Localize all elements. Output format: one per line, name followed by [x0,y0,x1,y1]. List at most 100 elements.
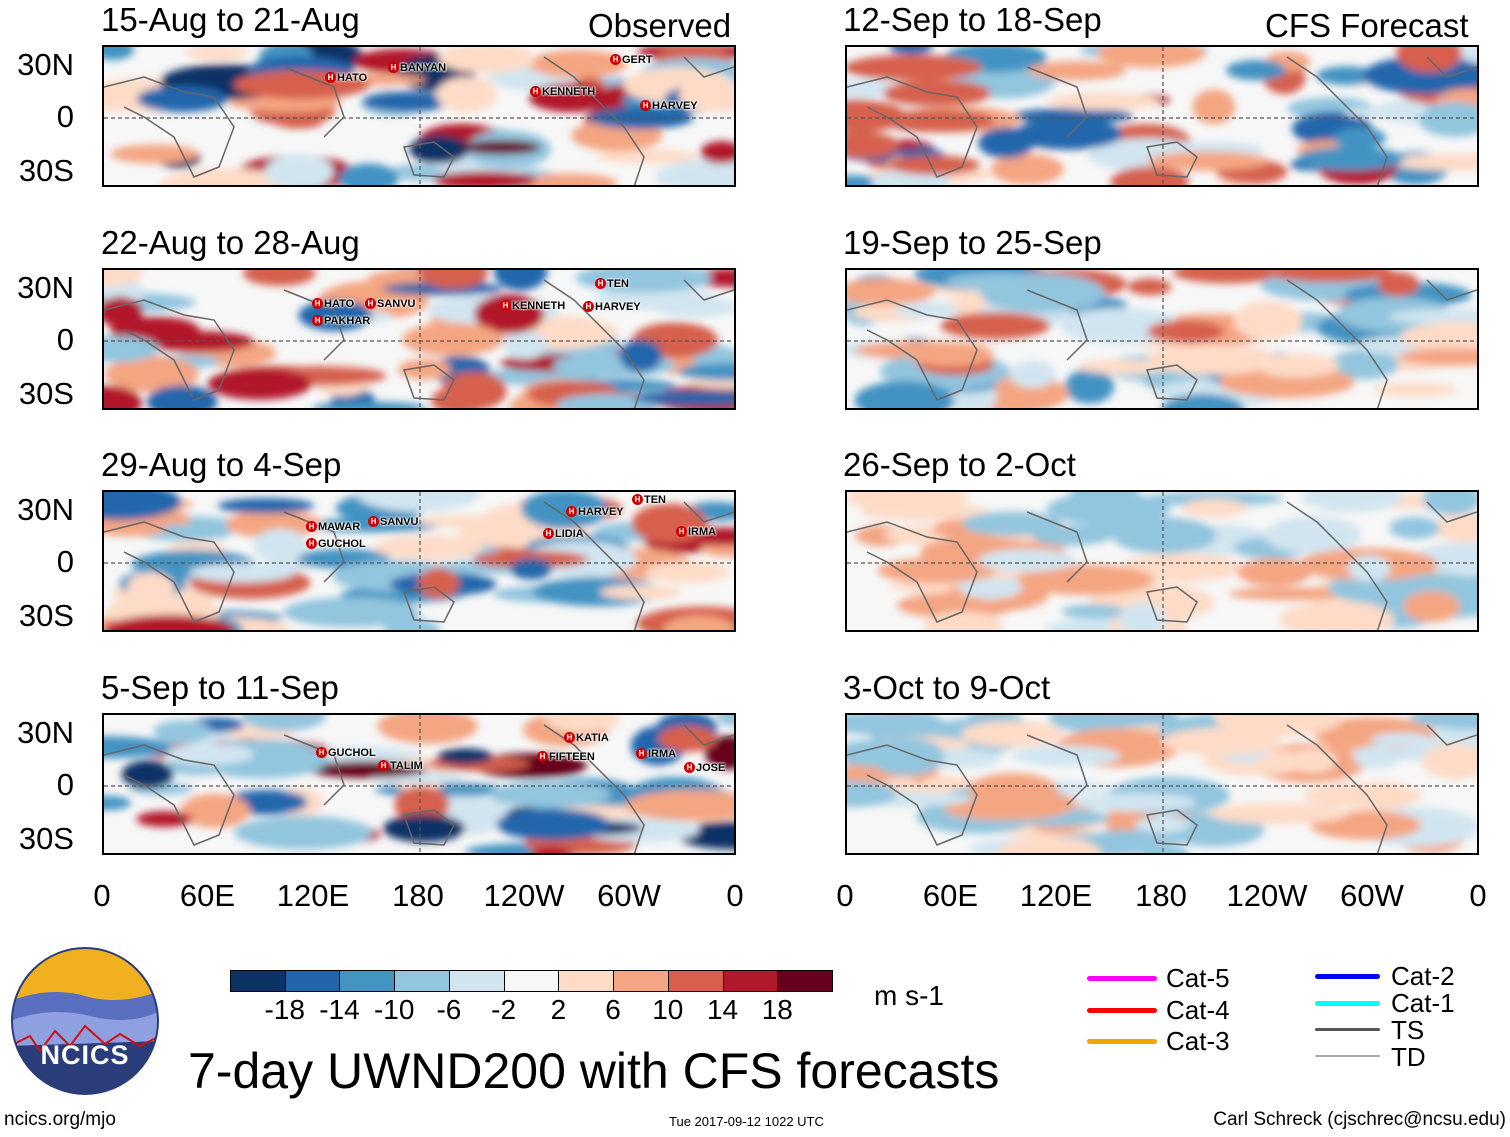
wind-anomaly-blob [1352,745,1401,769]
wind-anomaly-blob [1027,60,1127,81]
y-tick-label: 30S [18,821,74,856]
colorbar-tick-label: -10 [373,994,415,1025]
wind-anomaly-blob [1147,320,1225,344]
wind-anomaly-blob [531,846,572,853]
wind-anomaly-blob [1389,153,1477,171]
wind-anomaly-blob [144,331,255,353]
storm-label: H MAWAR [306,521,360,533]
wind-anomaly-blob [854,380,955,408]
colorbar-tick-label: 2 [550,994,567,1025]
wind-anomaly-blob [1403,590,1461,623]
wind-anomaly-blob [980,273,1106,313]
wind-anomaly-blob [889,155,981,176]
wind-anomaly-blob [879,109,995,133]
storm-label: H GUCHOL [306,538,366,550]
storm-name: GUCHOL [318,538,366,550]
wind-anomaly-blob [104,47,135,61]
wind-anomaly-blob [383,814,466,843]
wind-anomaly-blob [889,47,933,55]
wind-anomaly-blob [1032,527,1108,546]
y-tick-label: 0 [56,322,74,357]
observed-map-4 [102,713,736,855]
wind-anomaly-blob [631,503,708,544]
legend-line [1087,1008,1157,1013]
wind-anomaly-blob [1347,555,1391,582]
storm-label: H LIDIA [543,528,584,540]
forecast-panel-title: 19-Sep to 25-Sep [843,224,1102,261]
wind-anomaly-blob [847,278,936,305]
colorbar-tick-label: -18 [264,994,305,1025]
observed-panel-title: 15-Aug to 21-Aug [101,1,360,38]
wind-anomaly-blob [153,720,212,744]
hurricane-icon: H [312,315,323,326]
storm-name: IRMA [648,748,677,760]
wind-anomaly-blob [1127,278,1172,296]
coastline [104,279,734,408]
observed-map-2 [102,268,736,410]
storm-name: BANYAN [400,62,447,74]
coastline [104,56,734,185]
footer-timestamp: Tue 2017-09-12 1022 UTC [669,1114,824,1129]
x-tick-label: 180 [1135,878,1187,913]
wind-anomaly-blob [1418,101,1477,137]
forecast-map-2 [845,268,1479,410]
wind-anomaly-blob [1064,369,1115,404]
wind-anomaly-blob [188,562,295,583]
wind-anomaly-blob [417,514,520,528]
storm-label: H KENNETH [530,86,595,98]
wind-anomaly-blob [1013,118,1123,150]
wind-anomaly-blob [908,342,994,367]
wind-anomaly-blob [847,132,899,159]
wind-anomaly-blob [462,140,541,155]
wind-anomaly-blob [436,76,498,113]
storm-label: H SANVU [368,516,419,528]
wind-anomaly-blob [940,312,1051,340]
wind-anomaly-blob [1431,512,1477,543]
wind-anomaly-blob [252,528,308,562]
storm-label: H IRMA [636,748,676,760]
colorbar-swatch [339,970,396,992]
wind-anomaly-blob [383,715,437,740]
wind-anomaly-blob [678,363,734,381]
hurricane-icon: H [684,762,695,773]
wind-anomaly-blob [1372,382,1457,398]
coastline [104,501,734,630]
storm-name: SANVU [377,298,416,310]
y-tick-label: 30N [17,492,74,527]
wind-anomaly-blob [528,49,628,78]
wind-anomaly-blob [632,390,734,406]
wind-anomaly-blob [217,498,315,514]
hurricane-icon: H [543,528,554,539]
hurricane-icon: H [368,516,379,527]
wind-anomaly-blob [275,116,323,129]
wind-anomaly-blob [283,597,421,628]
observed-label: Observed [588,7,732,44]
wind-anomaly-blob [1388,309,1477,325]
footer-url[interactable]: ncics.org/mjo [4,1109,116,1130]
wind-anomaly-blob [1228,587,1352,601]
forecast-map-3 [845,490,1479,632]
wind-anomaly-blob [1455,575,1477,614]
x-tick-label: 60W [1340,878,1404,913]
wind-anomaly-blob [847,780,898,808]
wind-anomaly-blob [715,715,734,727]
wind-anomaly-blob [960,720,1064,748]
wind-anomaly-blob [589,107,694,130]
wind-anomaly-blob [104,492,182,521]
legend-line [1087,1039,1157,1044]
wind-anomaly-blob [894,301,958,319]
storm-name: HARVEY [595,301,641,313]
wind-anomaly-blob [355,492,481,512]
wind-anomaly-blob [1047,92,1161,111]
storm-label: H FIFTEEN [537,751,595,763]
footer-author: Carl Schreck (cjschrec@ncsu.edu) [1213,1109,1506,1130]
wind-anomaly-blob [1161,393,1244,408]
hurricane-icon: H [378,760,389,771]
wind-anomaly-blob [1316,66,1378,85]
hurricane-icon: H [365,298,376,309]
wind-anomaly-blob [1316,497,1380,513]
wind-anomaly-blob [242,270,316,286]
wind-anomaly-blob [528,83,612,113]
wind-anomaly-blob [437,748,493,765]
x-tick-label: 60E [179,878,236,913]
